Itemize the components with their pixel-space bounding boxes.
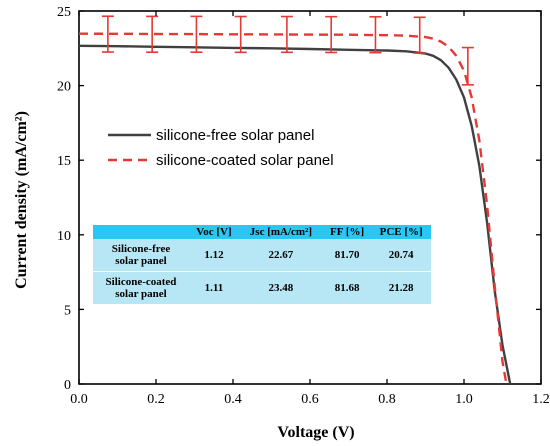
legend-label-coated: silicone-coated solar panel bbox=[156, 152, 334, 169]
table-cell: 1.12 bbox=[189, 239, 239, 272]
table-cell: 21.28 bbox=[371, 271, 431, 304]
legend: silicone-free solar panel silicone-coate… bbox=[108, 127, 334, 169]
x-tick-label: 1.0 bbox=[455, 392, 473, 407]
x-tick-label: 0.6 bbox=[301, 392, 319, 407]
parameters-table: Voc [V] Jsc [mA/cm²] FF [%] PCE [%] Sili… bbox=[93, 225, 431, 304]
table-row: Silicone-coated solar panel 1.11 23.48 81… bbox=[93, 271, 431, 304]
error-bars bbox=[101, 15, 474, 86]
axis-ticks: 0.0 0.2 0.4 0.6 0.8 1.0 1.2 0 5 10 15 20 25 bbox=[57, 5, 550, 407]
table-cell: 22.67 bbox=[238, 239, 323, 272]
table-header-cell bbox=[93, 225, 189, 239]
x-tick-label: 0.4 bbox=[224, 392, 242, 407]
table-header-cell: Jsc [mA/cm²] bbox=[238, 225, 323, 239]
plot-frame bbox=[78, 10, 542, 385]
x-tick-label: 0.0 bbox=[70, 392, 88, 407]
table-header-row: Voc [V] Jsc [mA/cm²] FF [%] PCE [%] bbox=[93, 225, 431, 239]
x-axis-label: Voltage (V) bbox=[277, 424, 354, 441]
y-tick-label: 10 bbox=[57, 229, 71, 244]
curves bbox=[78, 32, 512, 385]
x-tick-label: 0.2 bbox=[147, 392, 165, 407]
table-header-cell: Voc [V] bbox=[189, 225, 239, 239]
table-header-cell: FF [%] bbox=[322, 225, 372, 239]
table-row-label: Silicone-coated solar panel bbox=[93, 271, 189, 304]
legend-label-free: silicone-free solar panel bbox=[156, 127, 314, 144]
y-axis-label: Current density (mA/cm²) bbox=[13, 111, 30, 289]
table-cell: 81.68 bbox=[322, 271, 372, 304]
x-tick-label: 1.2 bbox=[532, 392, 550, 407]
table-cell: 23.48 bbox=[238, 271, 323, 304]
series-line-silicone-free bbox=[78, 44, 512, 385]
series-line-silicone-coated bbox=[78, 32, 508, 385]
table-row-label: Silicone-free solar panel bbox=[93, 239, 189, 272]
table-cell: 81.70 bbox=[322, 239, 372, 272]
y-tick-label: 20 bbox=[57, 80, 71, 95]
y-tick-label: 25 bbox=[57, 5, 71, 20]
table-row: Silicone-free solar panel 1.12 22.67 81.7… bbox=[93, 239, 431, 272]
x-tick-label: 0.8 bbox=[378, 392, 396, 407]
y-tick-label: 15 bbox=[57, 154, 71, 169]
table-header-cell: PCE [%] bbox=[371, 225, 431, 239]
plot-border bbox=[78, 10, 542, 385]
y-tick-label: 5 bbox=[64, 303, 71, 318]
table-cell: 1.11 bbox=[189, 271, 239, 304]
y-tick-label: 0 bbox=[64, 378, 71, 393]
table-cell: 20.74 bbox=[371, 239, 431, 272]
